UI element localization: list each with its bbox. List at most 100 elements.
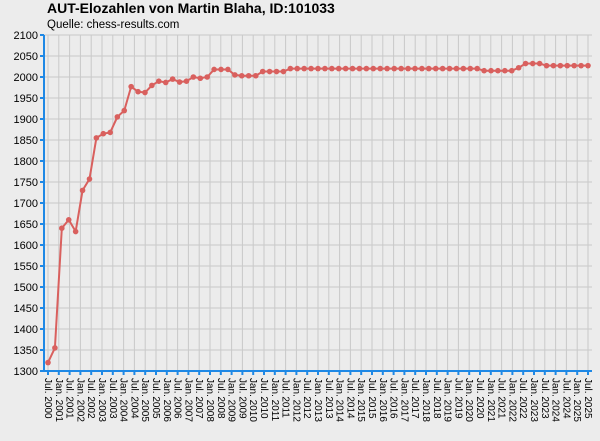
x-tick-label: Jul. 2008 bbox=[215, 378, 226, 419]
x-tick-label: Jan. 2024 bbox=[550, 378, 561, 422]
x-tick-label: Jul. 2019 bbox=[452, 378, 463, 419]
x-tick-label: Jan. 2003 bbox=[96, 378, 107, 422]
point bbox=[481, 67, 487, 74]
point bbox=[183, 78, 190, 84]
x-tick-label: Jul. 2025 bbox=[582, 378, 593, 419]
point bbox=[398, 65, 404, 72]
point bbox=[571, 62, 577, 69]
y-tick-label: 1600 bbox=[14, 240, 38, 252]
x-tick-label: Jan. 2012 bbox=[290, 378, 301, 422]
x-tick-label: Jan. 2021 bbox=[485, 378, 496, 422]
point bbox=[121, 107, 128, 114]
point bbox=[86, 176, 93, 182]
y-tick-label: 1650 bbox=[14, 219, 38, 231]
x-tick-label: Jul. 2006 bbox=[172, 378, 183, 419]
point bbox=[377, 65, 384, 72]
chart-title: AUT-Elozahlen von Martin Blaha, ID:10103… bbox=[47, 0, 335, 16]
point bbox=[259, 68, 266, 75]
x-tick-label: Jul. 2010 bbox=[258, 378, 269, 419]
point bbox=[384, 65, 390, 72]
point bbox=[204, 74, 210, 80]
point bbox=[585, 62, 591, 69]
point bbox=[128, 83, 134, 90]
x-tick-label: Jul. 2002 bbox=[85, 378, 96, 419]
point bbox=[238, 72, 245, 79]
point bbox=[329, 65, 335, 72]
point bbox=[543, 62, 550, 69]
point bbox=[93, 135, 100, 141]
y-tick-label: 1550 bbox=[14, 261, 38, 273]
point bbox=[162, 79, 169, 86]
point bbox=[474, 65, 480, 72]
x-tick-label: Jul. 2001 bbox=[64, 378, 75, 419]
x-tick-label: Jan. 2005 bbox=[139, 378, 150, 422]
grid bbox=[44, 34, 592, 372]
x-tick-label: Jan. 2022 bbox=[506, 378, 517, 422]
point bbox=[156, 78, 162, 84]
point bbox=[52, 345, 58, 351]
x-tick-label: Jul. 2023 bbox=[539, 378, 550, 419]
x-tick-label: Jan. 2007 bbox=[182, 378, 193, 422]
x-tick-label: Jul. 2013 bbox=[323, 378, 334, 419]
x-tick-label: Jul. 2012 bbox=[301, 378, 312, 419]
x-tick-label: Jul. 2009 bbox=[236, 378, 247, 419]
point bbox=[349, 65, 356, 72]
chart-subtitle: Quelle: chess-results.com bbox=[47, 19, 179, 31]
y-tick-label: 1900 bbox=[14, 114, 38, 126]
point bbox=[557, 62, 564, 69]
x-tick-label: Jul. 2003 bbox=[107, 378, 118, 419]
x-tick-label: Jul. 2017 bbox=[409, 378, 420, 419]
point bbox=[142, 89, 148, 96]
x-tick-label: Jul. 2016 bbox=[388, 378, 399, 419]
point bbox=[522, 60, 529, 67]
point bbox=[322, 65, 328, 72]
point bbox=[114, 114, 121, 120]
y-tick-label: 1300 bbox=[14, 366, 38, 378]
point bbox=[232, 72, 238, 78]
x-tick-label: Jan. 2001 bbox=[53, 378, 64, 422]
x-tick-label: Jan. 2006 bbox=[161, 378, 172, 422]
x-tick-label: Jan. 2019 bbox=[442, 378, 453, 422]
x-tick-label: Jan. 2015 bbox=[355, 378, 366, 422]
point bbox=[515, 64, 522, 71]
point bbox=[536, 60, 543, 67]
point bbox=[453, 65, 460, 72]
x-tick-label: Jan. 2016 bbox=[377, 378, 388, 422]
point bbox=[100, 130, 107, 137]
point bbox=[135, 88, 141, 95]
point bbox=[107, 129, 114, 136]
point bbox=[315, 65, 321, 72]
x-tick-label: Jul. 2000 bbox=[42, 378, 53, 419]
point bbox=[149, 82, 155, 89]
x-tick-label: Jul. 2018 bbox=[431, 378, 442, 419]
point bbox=[439, 65, 446, 72]
y-tick-label: 1700 bbox=[14, 198, 38, 210]
x-tick-label: Jan. 2014 bbox=[334, 378, 345, 422]
y-tick-label: 2100 bbox=[14, 30, 38, 42]
y-tick-label: 1400 bbox=[14, 324, 38, 336]
x-tick-label: Jan. 2010 bbox=[247, 378, 258, 422]
point bbox=[225, 66, 231, 73]
point bbox=[508, 67, 515, 74]
y-tick-label: 1950 bbox=[14, 93, 38, 105]
point bbox=[190, 74, 197, 80]
point bbox=[280, 68, 287, 75]
point bbox=[169, 76, 176, 82]
y-tick-label: 1350 bbox=[14, 345, 38, 357]
x-tick-label: Jul. 2024 bbox=[560, 378, 571, 419]
point bbox=[211, 66, 217, 73]
x-tick-label: Jan. 2008 bbox=[204, 378, 215, 422]
point bbox=[245, 72, 252, 79]
x-tick-label: Jan. 2002 bbox=[74, 378, 85, 422]
point bbox=[488, 67, 494, 74]
point bbox=[419, 65, 425, 72]
point bbox=[578, 62, 584, 69]
point bbox=[45, 359, 51, 366]
point bbox=[446, 65, 453, 72]
point bbox=[266, 68, 273, 75]
point bbox=[294, 65, 301, 72]
x-tick-label: Jul. 2021 bbox=[496, 378, 507, 419]
x-tick-label: Jul. 2014 bbox=[344, 378, 355, 419]
point bbox=[467, 65, 474, 72]
y-tick-label: 1450 bbox=[14, 303, 38, 315]
